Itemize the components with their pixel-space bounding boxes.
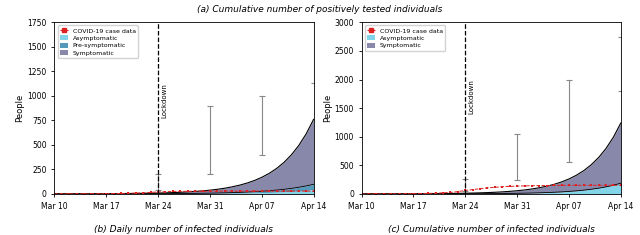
Text: (c) Cumulative number of infected individuals: (c) Cumulative number of infected indivi… [388,225,595,234]
Text: (a) Cumulative number of positively tested individuals: (a) Cumulative number of positively test… [197,5,443,14]
Legend: COVID-19 case data, Asymptomatic, Pre-symptomatic, Symptomatic: COVID-19 case data, Asymptomatic, Pre-sy… [58,25,138,58]
Text: (b) Daily number of infected individuals: (b) Daily number of infected individuals [94,225,273,234]
Y-axis label: People: People [15,94,24,122]
Legend: COVID-19 case data, Asymptomatic, Symptomatic: COVID-19 case data, Asymptomatic, Sympto… [365,25,445,51]
Text: Lockdown: Lockdown [161,83,167,118]
Text: Lockdown: Lockdown [468,79,474,114]
Y-axis label: People: People [323,94,332,122]
